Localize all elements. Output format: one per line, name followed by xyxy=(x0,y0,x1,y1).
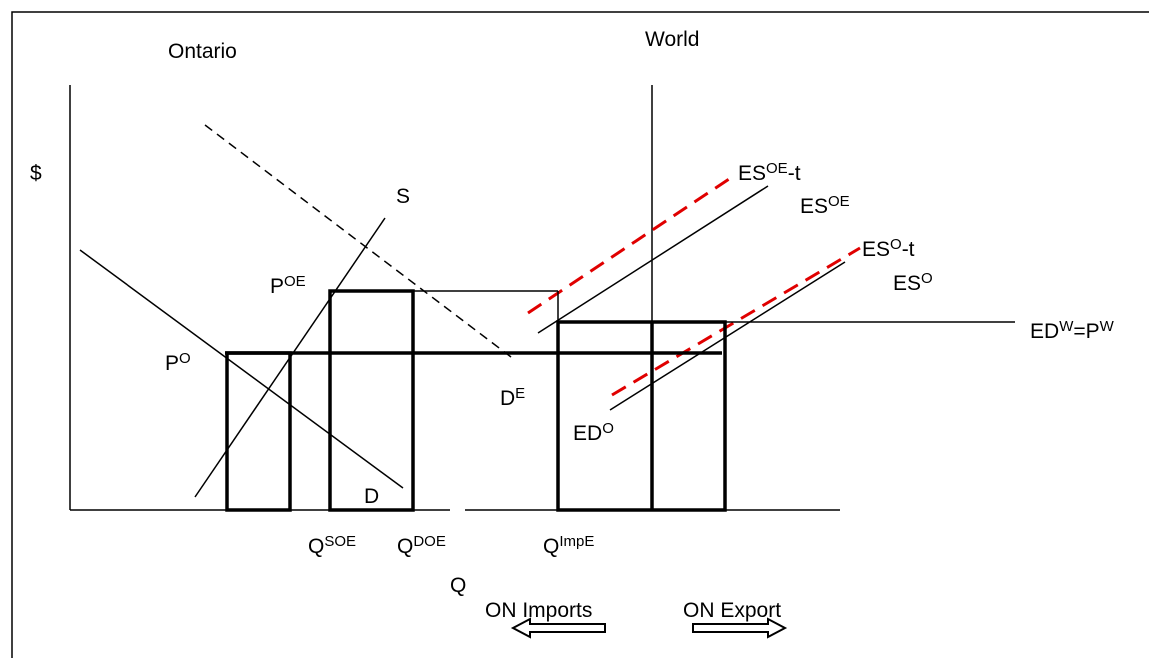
curve-label: DE xyxy=(500,385,525,410)
superscript: O xyxy=(602,420,614,437)
superscript: O xyxy=(179,350,191,367)
curve-label: ESO-t xyxy=(862,236,915,261)
curve-label: PO xyxy=(165,350,191,375)
es-o-t xyxy=(611,246,861,397)
superscript: O xyxy=(890,236,902,253)
frame xyxy=(11,11,1149,658)
label-text: Q xyxy=(397,535,413,558)
label-text: =P xyxy=(1073,320,1099,343)
label-text: -t xyxy=(788,162,801,185)
superscript: OE xyxy=(766,160,788,177)
superscript: OE xyxy=(828,193,850,210)
demand xyxy=(79,249,404,489)
quantity-label: QImpE xyxy=(543,533,594,558)
label-text: P xyxy=(270,275,284,298)
es-oe xyxy=(537,185,769,334)
superscript: DOE xyxy=(413,533,446,550)
curve-label: EDO xyxy=(573,420,614,445)
box xyxy=(556,320,727,512)
y-axis-label: $ xyxy=(30,162,42,185)
label-text: ES xyxy=(738,162,766,185)
label-text: ES xyxy=(893,272,921,295)
left-arrow xyxy=(510,617,606,639)
x-axis-label: Q xyxy=(450,574,466,597)
quantity-label: QSOE xyxy=(308,533,356,558)
superscript: SOE xyxy=(324,533,356,550)
quantity-label: QDOE xyxy=(397,533,446,558)
superscript: ImpE xyxy=(559,533,594,550)
curve-label: S xyxy=(396,185,410,208)
label-text: P xyxy=(165,352,179,375)
curve-label: POE xyxy=(270,273,306,298)
world-title: World xyxy=(645,28,699,51)
superscript: W xyxy=(1100,318,1115,335)
label-text: S xyxy=(396,185,410,208)
box xyxy=(328,289,415,512)
curve-label: ESOE xyxy=(800,193,850,218)
curve-label: D xyxy=(364,485,379,508)
curve-label: ESO xyxy=(893,270,933,295)
ontario-title: Ontario xyxy=(168,40,237,63)
es-o xyxy=(609,261,846,411)
right-arrow xyxy=(692,617,788,639)
label-text: ED xyxy=(573,422,602,445)
label-text: -t xyxy=(902,238,915,261)
label-text: D xyxy=(364,485,379,508)
arrows xyxy=(510,617,788,639)
superscript: OE xyxy=(284,273,306,290)
label-text: ED xyxy=(1030,320,1059,343)
exports-label: ON Export xyxy=(683,599,781,622)
demand-e xyxy=(204,124,516,361)
curve-label: EDW=PW xyxy=(1030,318,1115,343)
curve-label: ESOE-t xyxy=(738,160,801,185)
imports-label: ON Imports xyxy=(485,599,592,622)
es-oe-t xyxy=(527,173,736,315)
label-text: ES xyxy=(862,238,890,261)
superscript: W xyxy=(1059,318,1074,335)
curves xyxy=(79,124,1015,512)
label-text: Q xyxy=(543,535,559,558)
label-text: Q xyxy=(308,535,324,558)
label-text: ES xyxy=(800,195,828,218)
superscript: O xyxy=(921,270,933,287)
superscript: E xyxy=(515,385,525,402)
label-text: D xyxy=(500,387,515,410)
box xyxy=(225,351,292,512)
